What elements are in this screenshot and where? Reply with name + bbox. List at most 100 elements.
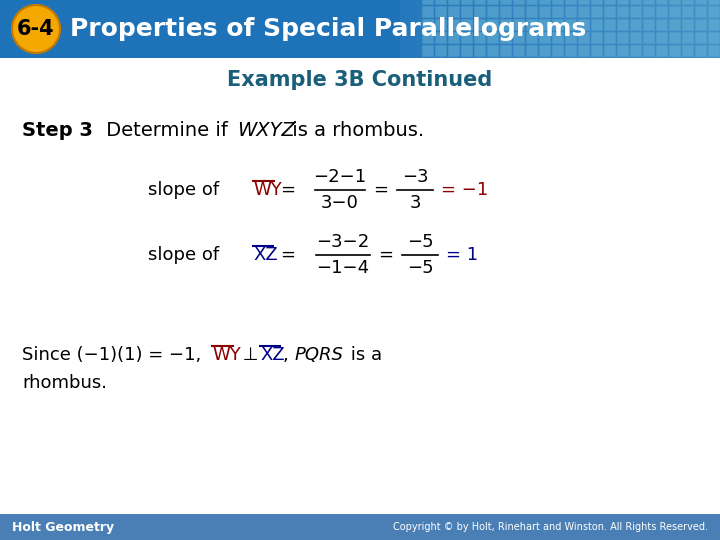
Bar (591, 32, 602, 43)
Bar (695, 45, 706, 56)
Text: = 1: = 1 (446, 246, 478, 264)
Bar (0, 0, 720, 58)
Bar (526, 19, 537, 30)
Text: ,: , (283, 346, 292, 364)
Bar (422, 0, 433, 4)
Text: 3−0: 3−0 (321, 194, 359, 212)
Bar (578, 6, 589, 17)
Bar (695, 19, 706, 30)
Text: =: = (373, 181, 388, 199)
Bar (630, 32, 641, 43)
Bar (513, 45, 524, 56)
Text: Determine if: Determine if (100, 120, 234, 139)
Bar (461, 0, 472, 4)
Bar (480, 0, 496, 58)
Bar (604, 32, 615, 43)
Bar (592, 0, 608, 58)
Bar (708, 0, 719, 4)
Bar (513, 0, 524, 4)
Bar (604, 19, 615, 30)
Bar (682, 19, 693, 30)
Text: Step 3: Step 3 (22, 120, 93, 139)
Bar (0, 514, 720, 540)
Bar (448, 19, 459, 30)
Bar (435, 6, 446, 17)
Bar (487, 6, 498, 17)
Bar (624, 0, 640, 58)
Bar (528, 0, 544, 58)
Bar (513, 32, 524, 43)
Bar (682, 0, 693, 4)
Bar (669, 32, 680, 43)
Text: Example 3B Continued: Example 3B Continued (228, 70, 492, 90)
Bar (656, 0, 672, 58)
Bar (604, 6, 615, 17)
Bar (704, 0, 720, 58)
Bar (500, 0, 511, 4)
Bar (487, 32, 498, 43)
Bar (552, 0, 563, 4)
Bar (578, 45, 589, 56)
Bar (708, 6, 719, 17)
Bar (630, 19, 641, 30)
Bar (539, 19, 550, 30)
Bar (487, 45, 498, 56)
Bar (448, 0, 459, 4)
Bar (552, 19, 563, 30)
Bar (604, 0, 615, 4)
Bar (500, 45, 511, 56)
Bar (539, 32, 550, 43)
Bar (604, 45, 615, 56)
Bar (565, 19, 576, 30)
Bar (708, 45, 719, 56)
Bar (513, 6, 524, 17)
Bar (669, 0, 680, 4)
Bar (513, 19, 524, 30)
Text: slope of: slope of (148, 181, 219, 199)
Bar (643, 45, 654, 56)
Text: Properties of Special Parallelograms: Properties of Special Parallelograms (70, 17, 586, 41)
Text: Since (−1)(1) = −1,: Since (−1)(1) = −1, (22, 346, 205, 364)
Text: WY: WY (212, 346, 240, 364)
Bar (432, 0, 448, 58)
Bar (435, 19, 446, 30)
Bar (576, 0, 592, 58)
Bar (591, 45, 602, 56)
Bar (565, 32, 576, 43)
Bar (708, 32, 719, 43)
Bar (422, 6, 433, 17)
Bar (591, 19, 602, 30)
Bar (617, 32, 628, 43)
Text: XZ: XZ (253, 246, 278, 264)
Bar (565, 45, 576, 56)
Text: Holt Geometry: Holt Geometry (12, 521, 114, 534)
Bar (435, 45, 446, 56)
Text: Copyright © by Holt, Rinehart and Winston. All Rights Reserved.: Copyright © by Holt, Rinehart and Winsto… (393, 522, 708, 532)
Bar (448, 6, 459, 17)
Text: =: = (378, 246, 393, 264)
Text: 6-4: 6-4 (17, 19, 55, 39)
Bar (656, 32, 667, 43)
Bar (422, 19, 433, 30)
Text: ⊥: ⊥ (237, 346, 264, 364)
Bar (643, 0, 654, 4)
Bar (656, 6, 667, 17)
Bar (672, 0, 688, 58)
Bar (539, 6, 550, 17)
Bar (617, 19, 628, 30)
Bar (539, 0, 550, 4)
Bar (544, 0, 560, 58)
Bar (435, 32, 446, 43)
Bar (669, 6, 680, 17)
Bar (565, 6, 576, 17)
Bar (526, 6, 537, 17)
Bar (474, 0, 485, 4)
Bar (708, 19, 719, 30)
Bar (688, 0, 704, 58)
Bar (552, 32, 563, 43)
Bar (656, 45, 667, 56)
Bar (512, 0, 528, 58)
Bar (474, 45, 485, 56)
Bar (578, 32, 589, 43)
Bar (435, 0, 446, 4)
